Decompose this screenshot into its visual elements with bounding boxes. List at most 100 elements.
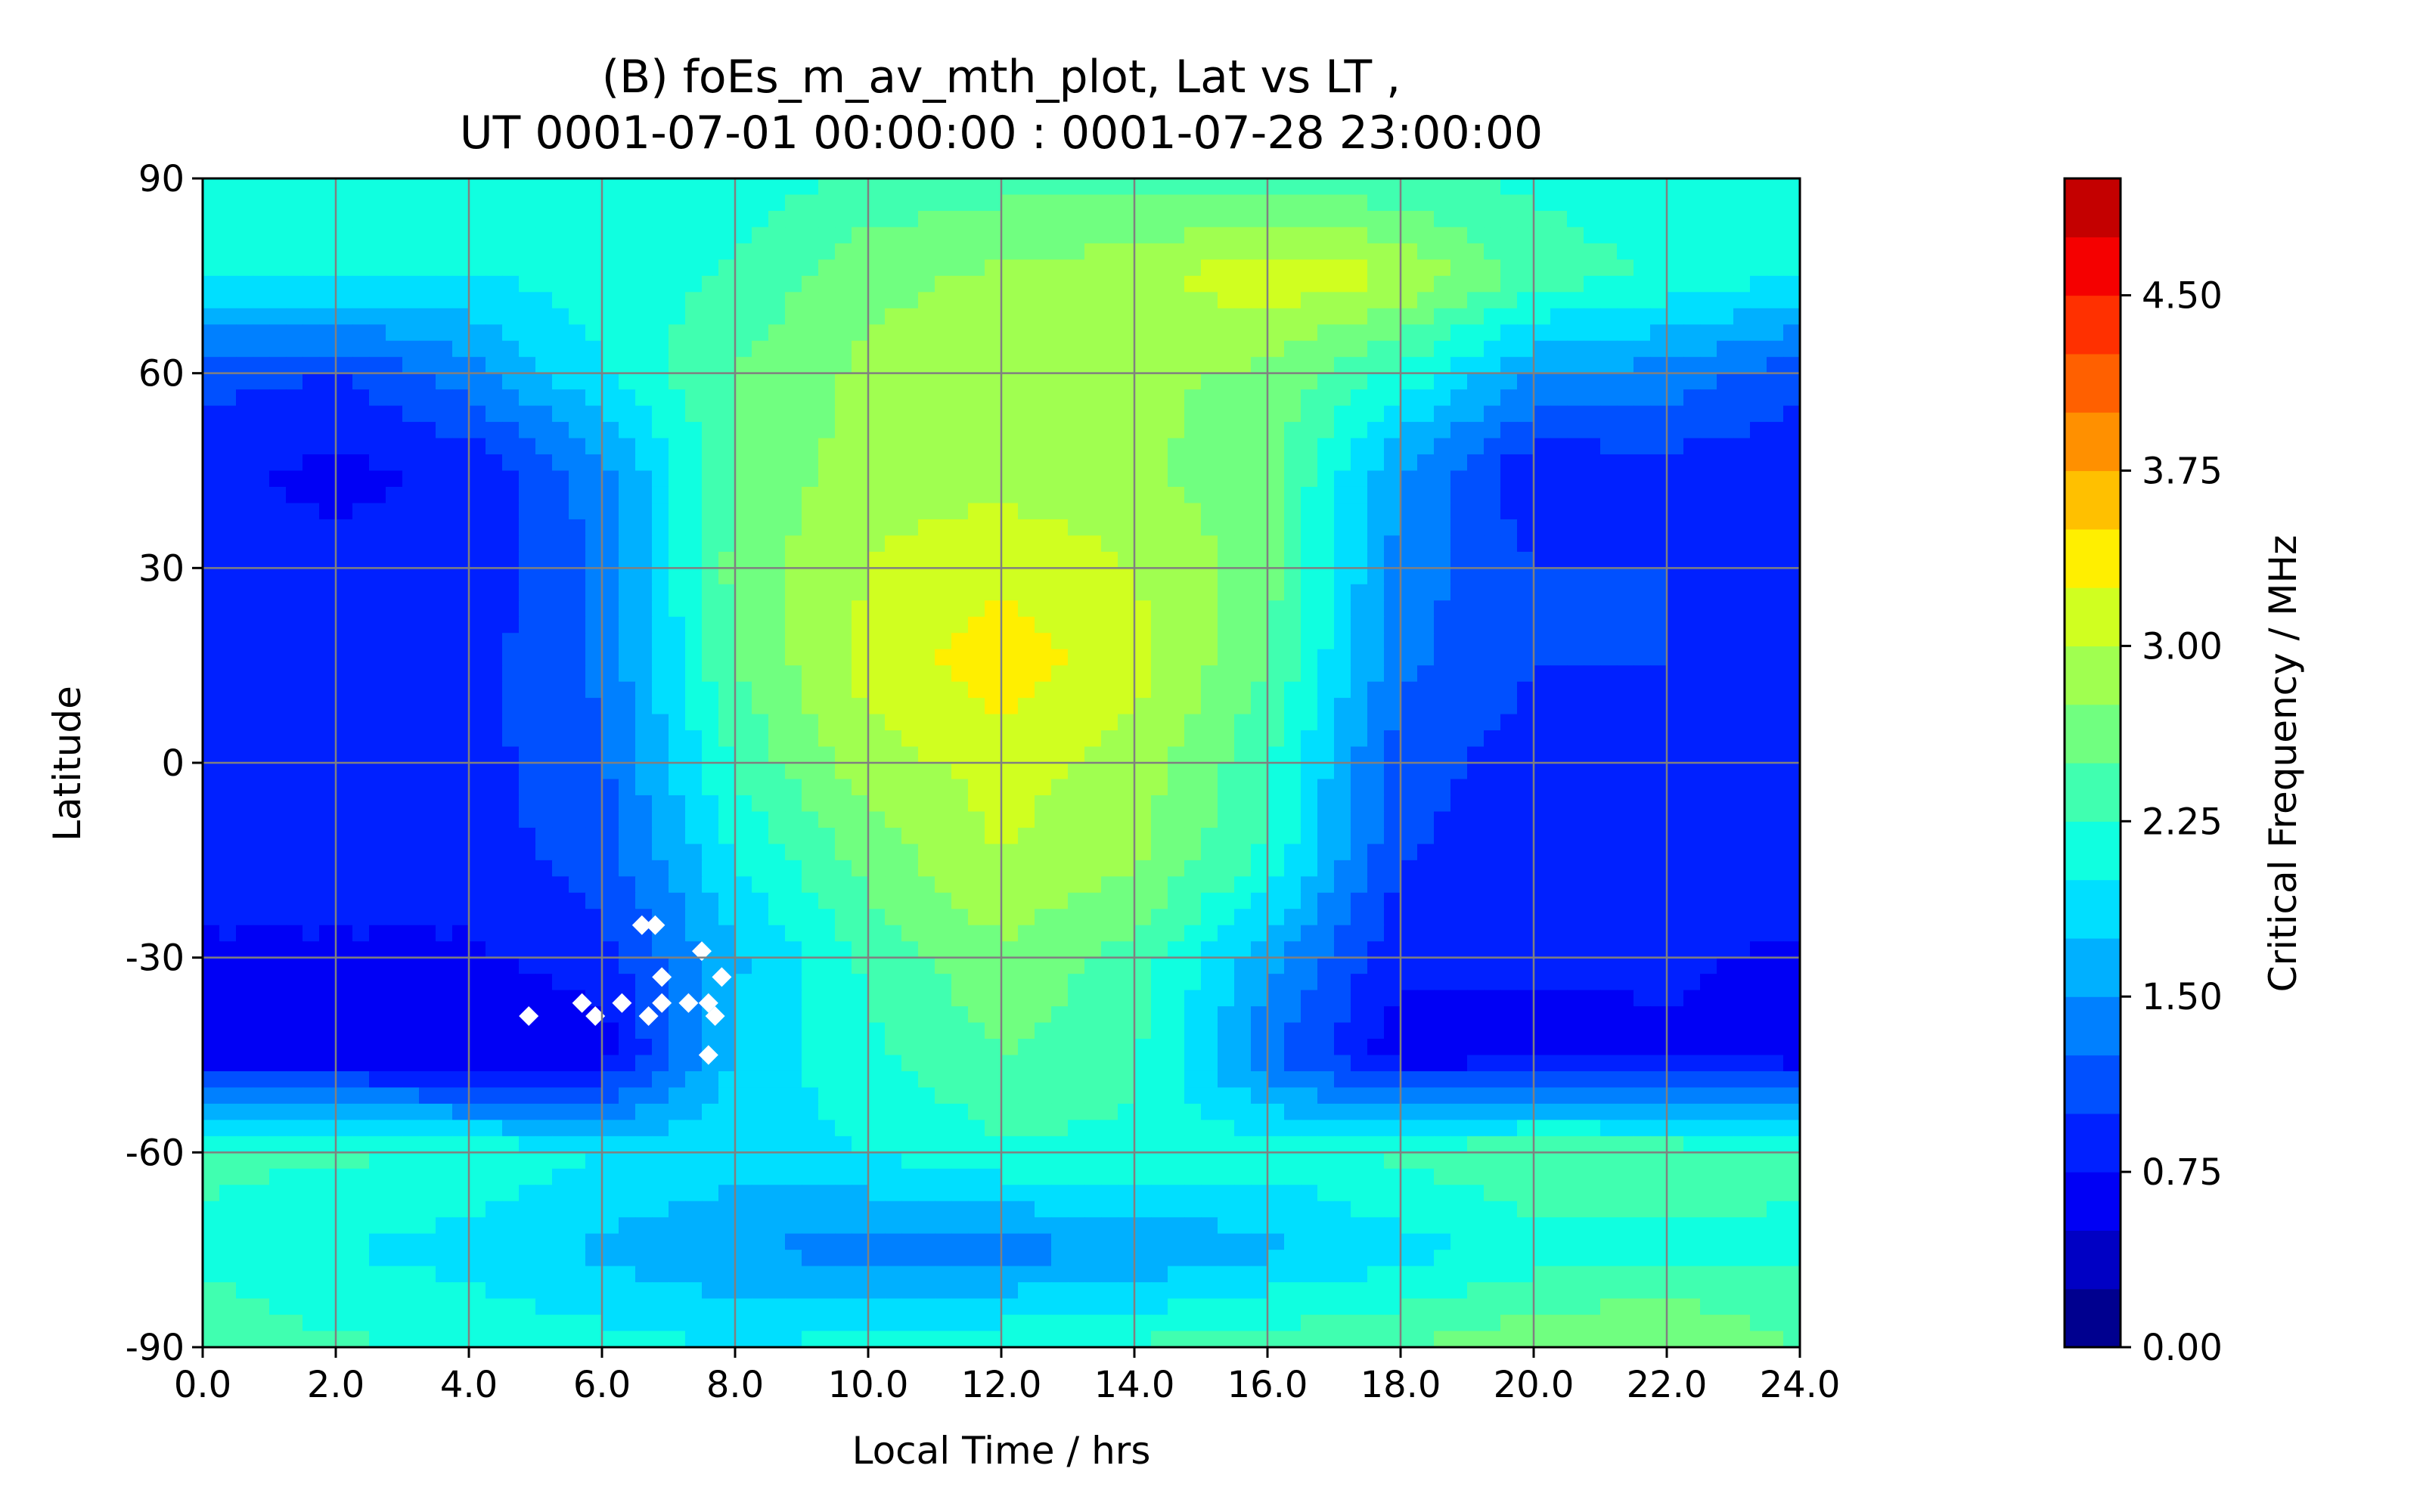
contour-cell [1767,292,1784,309]
contour-cell [1384,714,1401,731]
contour-cell [203,779,220,796]
contour-cell [1051,616,1069,634]
contour-cell [685,763,703,780]
contour-cell [918,1006,935,1024]
contour-cell [1218,486,1235,504]
contour-cell [219,665,237,683]
contour-cell [269,324,287,342]
contour-cell [319,227,337,244]
contour-cell [1783,827,1800,845]
contour-cell [1267,746,1285,764]
contour-cell [1717,340,1734,358]
contour-cell [818,925,836,942]
contour-cell [1667,827,1684,845]
contour-cell [1051,795,1069,813]
contour-cell [502,827,520,845]
contour-cell [535,827,553,845]
contour-cell [1650,405,1668,423]
contour-cell [1534,519,1551,537]
contour-cell [419,600,436,618]
contour-cell [968,405,985,423]
contour-cell [735,681,752,699]
contour-cell [1084,454,1102,472]
contour-cell [1118,698,1135,715]
contour-cell [1534,763,1551,780]
contour-cell [968,438,985,455]
contour-cell [1168,860,1185,878]
contour-cell [469,568,486,585]
contour-cell [1101,763,1118,780]
contour-cell [1683,454,1701,472]
contour-cell [752,779,769,796]
contour-cell [1650,681,1668,699]
contour-cell [785,486,802,504]
contour-cell [1733,714,1751,731]
contour-cell [1068,357,1085,374]
contour-cell [336,681,353,699]
contour-cell [1168,633,1185,650]
contour-cell [752,584,769,602]
contour-cell [1018,990,1035,1007]
contour-cell [1101,811,1118,829]
contour-cell [1584,405,1601,423]
contour-cell [1134,876,1152,894]
contour-cell [469,909,486,926]
contour-cell [1234,438,1252,455]
contour-cell [868,568,886,585]
contour-cell [1068,633,1085,650]
contour-cell [1600,210,1618,228]
contour-cell [619,681,636,699]
contour-cell [685,649,703,666]
contour-cell [1733,373,1751,390]
contour-cell [1068,568,1085,585]
contour-cell [802,470,819,488]
contour-cell [1184,698,1202,715]
contour-cell [386,194,403,212]
contour-cell [286,389,303,407]
contour-cell [1717,324,1734,342]
contour-cell [1201,616,1218,634]
contour-cell [1434,649,1451,666]
contour-cell [1184,454,1202,472]
contour-cell [1650,551,1668,569]
contour-cell [203,405,220,423]
contour-cell [835,763,852,780]
contour-cell [1301,876,1318,894]
contour-cell [619,454,636,472]
contour-cell [1051,535,1069,553]
contour-cell [569,259,586,277]
contour-cell [669,633,686,650]
contour-cell [968,503,985,520]
contour-cell [1401,194,1418,212]
contour-cell [768,714,786,731]
contour-cell [685,892,703,910]
contour-cell [1517,925,1534,942]
contour-cell [469,633,486,650]
contour-cell [935,389,952,407]
contour-cell [269,730,287,748]
contour-cell [236,600,253,618]
contour-cell [1101,568,1118,585]
contour-cell [985,357,1002,374]
contour-cell [1351,357,1368,374]
contour-cell [1667,665,1684,683]
contour-cell [1384,308,1401,326]
contour-cell [1084,633,1102,650]
contour-cell [685,373,703,390]
contour-cell [1384,844,1401,861]
contour-cell [1600,584,1618,602]
contour-cell [236,519,253,537]
contour-cell [1434,194,1451,212]
contour-cell [1151,795,1168,813]
contour-cell [1667,600,1684,618]
contour-cell [885,730,902,748]
contour-cell [1018,243,1035,261]
contour-cell [1101,909,1118,926]
contour-cell [1767,324,1784,342]
contour-cell [1267,389,1285,407]
contour-cell [1534,746,1551,764]
contour-cell [1417,665,1435,683]
contour-cell [652,860,669,878]
contour-cell [1251,503,1268,520]
contour-cell [386,324,403,342]
